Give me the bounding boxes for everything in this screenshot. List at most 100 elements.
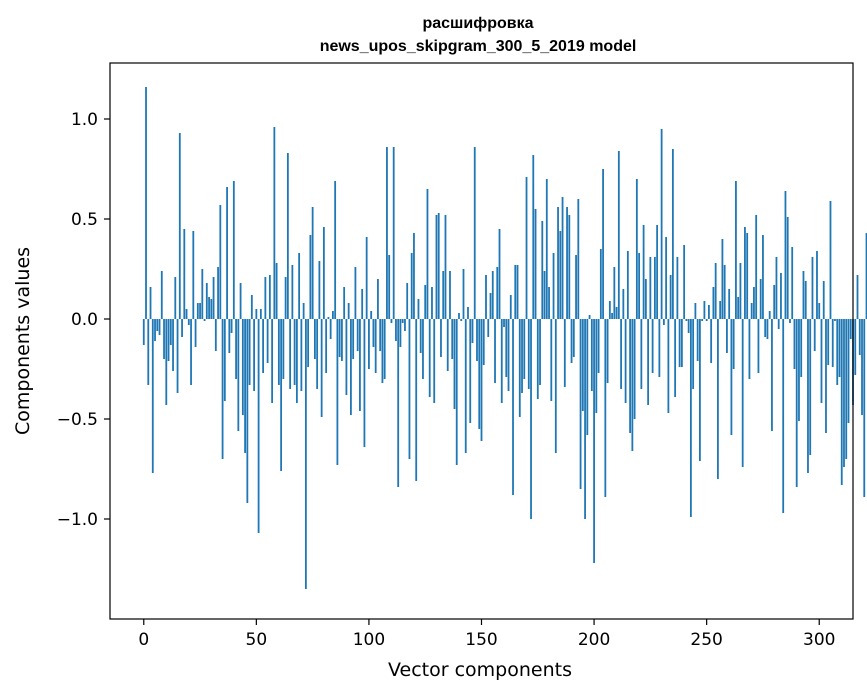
bar-135 (446, 319, 449, 371)
bar-36 (223, 319, 226, 401)
bar-54 (264, 277, 267, 319)
bar-262 (732, 319, 735, 369)
bar-76 (313, 319, 316, 359)
bar-136 (449, 271, 451, 319)
bar-274 (759, 279, 762, 319)
bar-104 (377, 279, 379, 319)
bar-225 (649, 257, 652, 319)
bar-48 (250, 295, 253, 319)
bar-310 (840, 319, 843, 485)
bar-6 (156, 319, 159, 331)
bar-210 (615, 307, 618, 319)
y-tick-label: 0.5 (71, 210, 98, 230)
bar-183 (554, 319, 557, 453)
x-axis-label: Vector components (388, 659, 572, 681)
bar-313 (847, 319, 850, 423)
bar-62 (282, 319, 285, 379)
bar-296 (809, 319, 812, 455)
y-tick-label: 1.0 (71, 110, 98, 130)
bar-160 (503, 319, 505, 327)
bar-20 (187, 319, 190, 325)
bar-7 (158, 319, 161, 335)
bar-172 (530, 319, 532, 519)
bar-178 (543, 271, 546, 319)
bar-174 (534, 209, 537, 319)
bar-226 (651, 319, 654, 373)
bar-201 (595, 319, 598, 413)
bar-249 (703, 301, 706, 319)
bar-94 (354, 267, 357, 319)
bar-254 (714, 263, 717, 319)
bar-214 (624, 319, 627, 403)
bar-68 (295, 319, 298, 403)
bar-301 (820, 319, 823, 403)
bar-137 (451, 319, 454, 359)
bar-221 (640, 319, 643, 389)
bar-277 (766, 319, 769, 339)
bar-295 (807, 319, 809, 473)
bar-230 (660, 129, 663, 319)
bar-244 (692, 319, 695, 389)
bar-246 (696, 319, 699, 361)
bar-161 (505, 319, 508, 377)
bar-49 (253, 319, 255, 391)
bar-147 (473, 147, 476, 319)
bar-3 (149, 287, 152, 319)
bar-133 (442, 271, 445, 319)
bar-146 (471, 319, 474, 343)
bar-216 (629, 319, 631, 433)
bar-59 (275, 263, 278, 319)
bar-238 (678, 319, 681, 367)
bar-87 (338, 319, 341, 357)
bar-91 (347, 303, 350, 319)
bar-189 (568, 215, 571, 319)
bar-134 (444, 215, 447, 319)
bar-102 (372, 319, 375, 347)
bar-151 (482, 319, 485, 365)
bar-162 (507, 319, 510, 391)
x-tick-label: 100 (353, 630, 385, 650)
bar-245 (694, 303, 697, 319)
bar-239 (680, 319, 683, 367)
bar-177 (541, 221, 544, 319)
bar-259 (726, 319, 728, 353)
bar-144 (467, 307, 469, 319)
bar-273 (757, 319, 760, 373)
bar-11 (167, 319, 170, 361)
bar-289 (793, 319, 796, 369)
bar-46 (246, 319, 249, 503)
bar-205 (604, 319, 607, 497)
bar-17 (181, 319, 183, 337)
bar-107 (383, 319, 386, 379)
x-tick-label: 0 (138, 630, 149, 650)
bar-127 (428, 319, 431, 397)
bar-305 (829, 201, 832, 319)
bar-88 (341, 319, 343, 361)
bar-231 (662, 319, 665, 325)
bar-170 (525, 177, 528, 319)
bar-247 (699, 319, 701, 461)
bar-308 (836, 319, 839, 385)
bar-39 (230, 319, 233, 333)
bar-25 (199, 303, 201, 319)
bar-255 (717, 319, 719, 479)
bar-193 (577, 199, 580, 319)
bar-268 (746, 233, 749, 319)
bar-86 (336, 319, 339, 465)
bar-166 (516, 265, 519, 319)
bar-318 (858, 319, 861, 355)
bar-119 (410, 253, 413, 319)
bar-285 (784, 191, 787, 319)
bar-248 (701, 319, 704, 321)
bar-297 (811, 257, 814, 319)
bar-65 (289, 319, 292, 389)
bar-321 (865, 233, 867, 319)
bar-83 (329, 319, 332, 339)
bar-33 (217, 267, 219, 319)
bar-211 (617, 151, 620, 319)
bar-223 (644, 279, 647, 319)
bar-180 (548, 287, 550, 319)
bar-184 (557, 207, 559, 319)
bar-222 (642, 225, 645, 319)
bar-149 (478, 319, 481, 429)
